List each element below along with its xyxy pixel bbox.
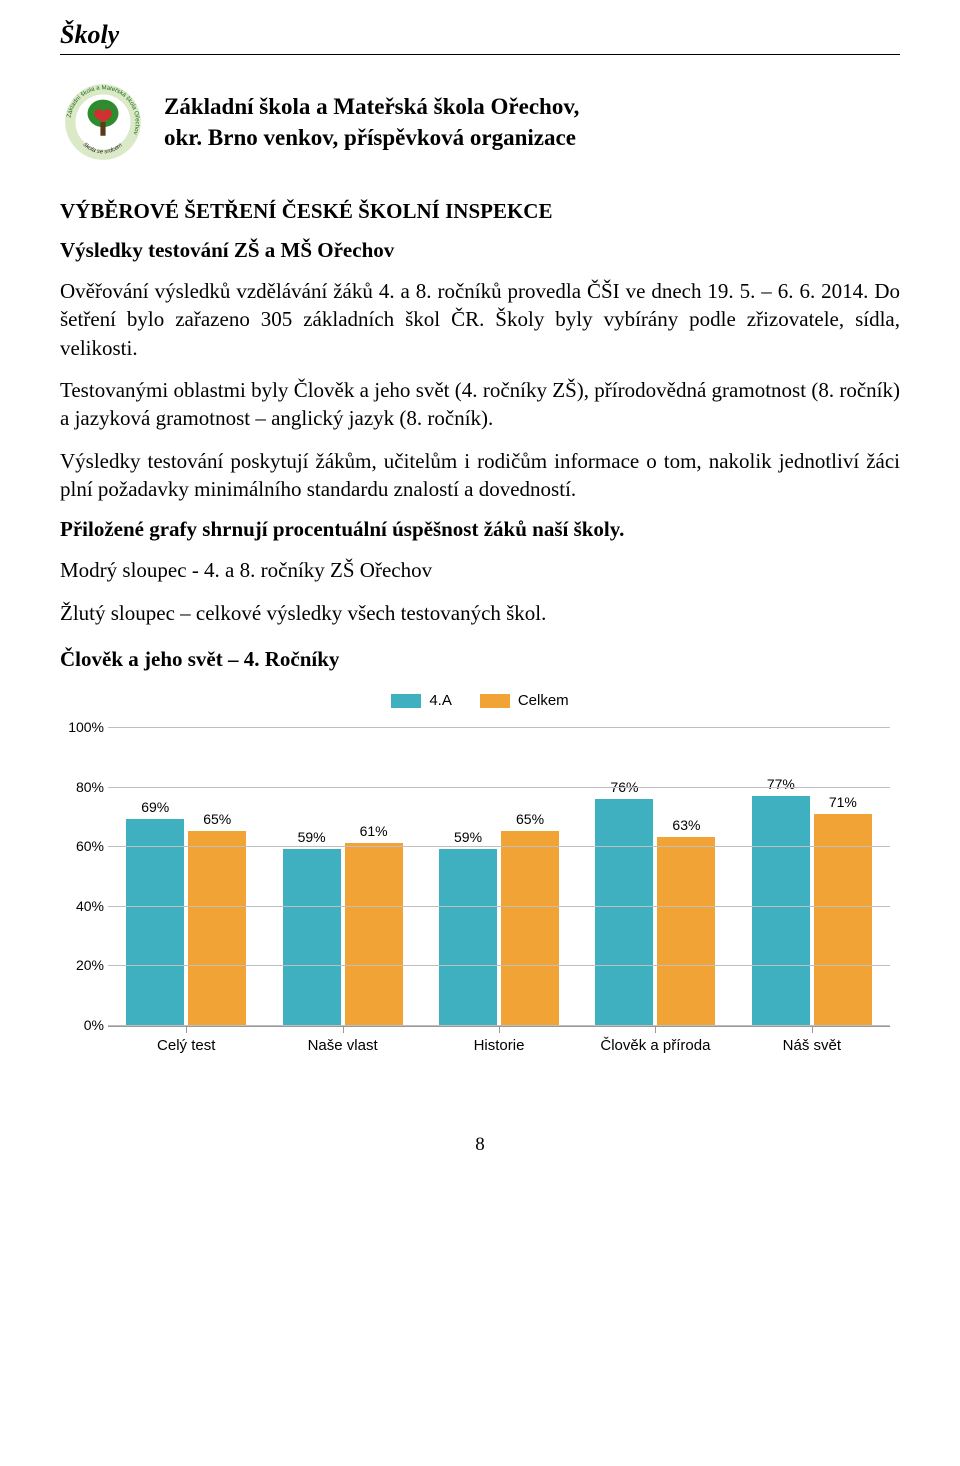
legend-label-a: 4.A <box>429 692 452 709</box>
bar-series-b: 61% <box>345 843 403 1025</box>
school-logo: Základní škola a Mateřská škola Ořechov … <box>60 79 146 165</box>
bar-series-a: 76% <box>595 799 653 1025</box>
bar-series-a: 77% <box>752 796 810 1025</box>
y-tick-label: 40% <box>60 898 104 914</box>
y-tick-label: 80% <box>60 779 104 795</box>
chart-title: Člověk a jeho svět – 4. Ročníky <box>60 647 900 672</box>
school-name: Základní škola a Mateřská škola Ořechov,… <box>164 91 579 153</box>
legend-item-b: Celkem <box>480 692 569 709</box>
bar-value-label: 65% <box>516 811 544 827</box>
gridline <box>108 965 890 966</box>
y-tick-label: 0% <box>60 1017 104 1033</box>
heading-main: VÝBĚROVÉ ŠETŘENÍ ČESKÉ ŠKOLNÍ INSPEKCE <box>60 199 900 224</box>
bar-value-label: 61% <box>360 823 388 839</box>
bars-row: 69%65%59%61%59%65%76%63%77%71% <box>108 727 890 1025</box>
legend-swatch-a <box>391 694 421 708</box>
legend-item-a: 4.A <box>391 692 452 709</box>
bar-value-label: 71% <box>829 794 857 810</box>
x-axis-label: Naše vlast <box>264 1037 420 1054</box>
y-tick-label: 60% <box>60 838 104 854</box>
plot-region: 69%65%59%61%59%65%76%63%77%71% 0%20%40%6… <box>108 727 890 1027</box>
legend-label-b: Celkem <box>518 692 569 709</box>
bar-series-a: 59% <box>439 849 497 1025</box>
gridline <box>108 1025 890 1026</box>
x-axis-label: Celý test <box>108 1037 264 1054</box>
bar-value-label: 59% <box>454 829 482 845</box>
section-title: Školy <box>60 20 900 55</box>
y-tick-label: 20% <box>60 957 104 973</box>
paragraph-2: Testovanými oblastmi byly Člověk a jeho … <box>60 376 900 433</box>
bar-value-label: 59% <box>298 829 326 845</box>
bar-series-a: 69% <box>126 819 184 1025</box>
bar-value-label: 69% <box>141 799 169 815</box>
gridline <box>108 846 890 847</box>
school-header: Základní škola a Mateřská škola Ořechov … <box>60 79 900 165</box>
legend-swatch-b <box>480 694 510 708</box>
category-group: 76%63% <box>577 727 733 1025</box>
paragraph-blue-legend: Modrý sloupec - 4. a 8. ročníky ZŠ Ořech… <box>60 556 900 584</box>
paragraph-1: Ověřování výsledků vzdělávání žáků 4. a … <box>60 277 900 362</box>
x-axis-label: Člověk a příroda <box>577 1037 733 1054</box>
category-group: 77%71% <box>734 727 890 1025</box>
bar-series-b: 65% <box>188 831 246 1025</box>
x-axis-label: Náš svět <box>734 1037 890 1054</box>
bar-chart: 4.A Celkem 69%65%59%61%59%65%76%63%77%71… <box>60 692 900 1054</box>
paragraph-3: Výsledky testování poskytují žákům, učit… <box>60 447 900 504</box>
category-group: 59%61% <box>264 727 420 1025</box>
bar-value-label: 65% <box>203 811 231 827</box>
bar-series-b: 71% <box>814 814 872 1026</box>
category-group: 59%65% <box>421 727 577 1025</box>
heading-sub: Výsledky testování ZŠ a MŠ Ořechov <box>60 238 900 263</box>
x-tick <box>499 1025 500 1033</box>
school-name-line2: okr. Brno venkov, příspěvková organizace <box>164 125 576 150</box>
category-group: 69%65% <box>108 727 264 1025</box>
gridline <box>108 787 890 788</box>
bar-series-b: 65% <box>501 831 559 1025</box>
bar-series-b: 63% <box>657 837 715 1025</box>
x-tick <box>812 1025 813 1033</box>
school-name-line1: Základní škola a Mateřská škola Ořechov, <box>164 94 579 119</box>
x-tick <box>343 1025 344 1033</box>
paragraph-yellow-legend: Žlutý sloupec – celkové výsledky všech t… <box>60 599 900 627</box>
bar-value-label: 77% <box>767 776 795 792</box>
x-axis-labels: Celý testNaše vlastHistorieČlověk a přír… <box>108 1037 890 1054</box>
chart-plot-area: 69%65%59%61%59%65%76%63%77%71% 0%20%40%6… <box>108 727 890 1027</box>
chart-legend: 4.A Celkem <box>60 692 900 709</box>
x-tick <box>655 1025 656 1033</box>
x-tick <box>186 1025 187 1033</box>
page-number: 8 <box>60 1134 900 1156</box>
x-axis-label: Historie <box>421 1037 577 1054</box>
gridline <box>108 727 890 728</box>
bar-series-a: 59% <box>283 849 341 1025</box>
bar-value-label: 63% <box>672 817 700 833</box>
gridline <box>108 906 890 907</box>
paragraph-bold: Přiložené grafy shrnují procentuální úsp… <box>60 517 900 542</box>
y-tick-label: 100% <box>60 719 104 735</box>
